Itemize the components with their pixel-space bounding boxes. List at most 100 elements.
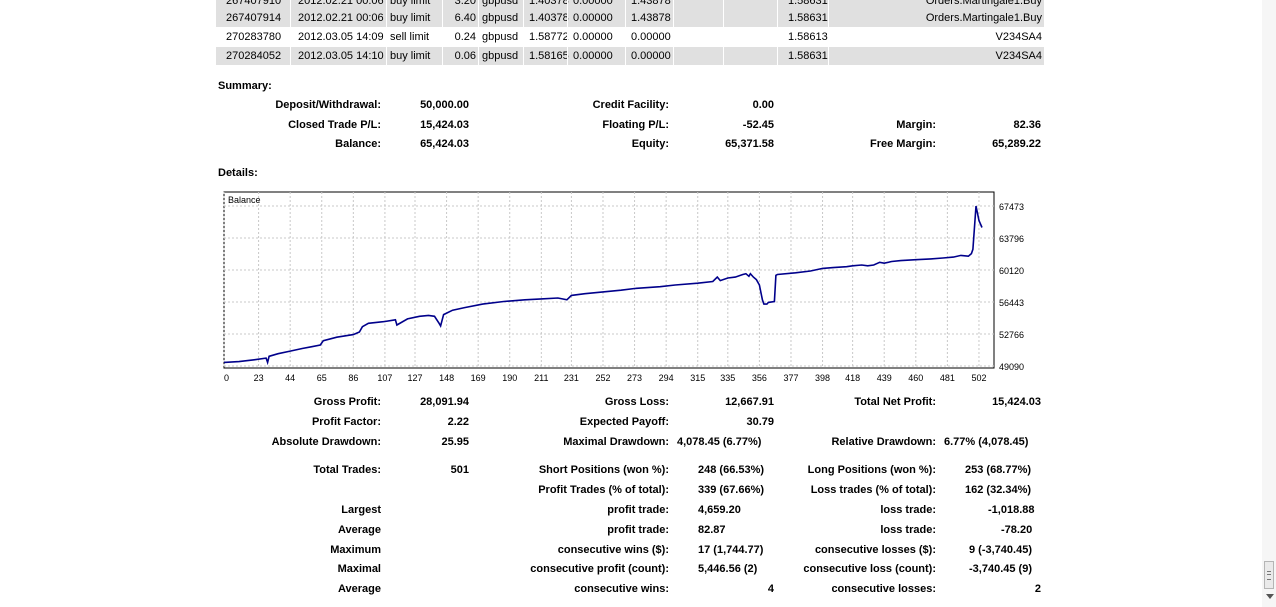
column-divider: [673, 0, 674, 66]
margin-value: 82.36: [1013, 119, 1041, 131]
floating-pl-label: Floating P/L:: [602, 119, 669, 131]
y-tick-label: 63796: [999, 234, 1024, 244]
floating-pl-value: -52.45: [742, 119, 774, 131]
order-time: 2012.03.05 14:10: [298, 50, 384, 62]
order-type: sell limit: [390, 31, 430, 43]
balance-label: Balance:: [335, 138, 381, 150]
chart-title: Balance: [228, 195, 261, 205]
y-tick-label: 67473: [999, 202, 1024, 212]
profit-trades-label: Profit Trades (% of total):: [538, 484, 669, 496]
maximal-label: Maximal: [337, 563, 381, 575]
average-profit-value: 82.87: [698, 524, 726, 536]
order-tp: 1.43878: [631, 12, 671, 24]
order-tp: 1.43878: [631, 0, 671, 7]
short-positions-value: 248 (66.53%): [698, 464, 765, 476]
absolute-drawdown-label: Absolute Drawdown:: [271, 436, 381, 448]
order-price: 1.58165: [529, 50, 569, 62]
deposit-label: Deposit/Withdrawal:: [275, 99, 381, 111]
order-tp: 0.00000: [631, 50, 671, 62]
x-tick-label: 127: [407, 373, 422, 383]
order-item: gbpusd: [482, 50, 519, 62]
order-ticket: 270284052: [226, 50, 282, 62]
column-divider: [523, 0, 524, 66]
x-tick-label: 335: [720, 373, 735, 383]
summary-heading: Summary:: [218, 80, 272, 92]
maximal-loss-label: consecutive loss (count):: [803, 563, 936, 575]
scrollbar-thumb[interactable]: [1264, 561, 1274, 589]
column-divider: [567, 0, 568, 66]
average-label: Average: [337, 524, 381, 536]
relative-drawdown-label: Relative Drawdown:: [831, 436, 936, 448]
order-size: 3.20: [454, 0, 476, 7]
closed-pl-value: 15,424.03: [420, 119, 469, 131]
credit-label: Credit Facility:: [592, 99, 669, 111]
x-tick-label: 377: [783, 373, 798, 383]
order-close-price: 1.58613: [788, 31, 828, 43]
x-tick-label: 44: [285, 373, 295, 383]
net-profit-label: Total Net Profit:: [854, 396, 936, 408]
x-tick-label: 23: [254, 373, 264, 383]
x-tick-label: 273: [627, 373, 642, 383]
order-sl: 0.00000: [573, 50, 613, 62]
credit-value: 0.00: [752, 99, 774, 111]
loss-trades-label: Loss trades (% of total):: [810, 484, 936, 496]
details-heading: Details:: [218, 167, 258, 179]
order-time: 2012.03.05 14:09: [298, 31, 384, 43]
gross-loss-value: 12,667.91: [725, 396, 774, 408]
order-sl: 0.00000: [573, 12, 613, 24]
order-ticket: 267407914: [226, 12, 282, 24]
column-divider: [625, 0, 626, 66]
order-ticket: 270283780: [226, 31, 282, 43]
max-consecutive-losses-label: consecutive losses ($):: [814, 544, 936, 556]
x-tick-label: 439: [877, 373, 892, 383]
table-row: 267407910 2012.02.21 00:06 buy limit 3.2…: [216, 0, 1044, 10]
x-tick-label: 356: [752, 373, 767, 383]
x-tick-label: 315: [690, 373, 705, 383]
order-type: buy limit: [390, 50, 431, 62]
x-tick-label: 65: [317, 373, 327, 383]
maximal-drawdown-label: Maximal Drawdown:: [563, 436, 669, 448]
order-close-price: 1.58631: [788, 50, 828, 62]
absolute-drawdown-value: 25.95: [441, 436, 469, 448]
profit-factor-label: Profit Factor:: [311, 416, 381, 428]
order-sl: 0.00000: [573, 0, 613, 7]
deposit-value: 50,000.00: [420, 99, 469, 111]
equity-value: 65,371.58: [725, 138, 774, 150]
relative-drawdown-value: 6.77% (4,078.45): [944, 436, 1029, 448]
x-tick-label: 231: [564, 373, 579, 383]
order-sl: 0.00000: [573, 31, 613, 43]
balance-series-line: [223, 205, 983, 366]
column-divider: [777, 0, 778, 66]
balance-value: 65,424.03: [420, 138, 469, 150]
y-tick-label: 49090: [999, 362, 1024, 372]
y-tick-label: 52766: [999, 330, 1024, 340]
y-tick-label: 60120: [999, 266, 1024, 276]
max-consecutive-wins-value: 17 (1,744.77): [698, 544, 764, 556]
scroll-down-arrow-icon[interactable]: [1266, 594, 1274, 599]
expected-payoff-value: 30.79: [746, 416, 774, 428]
profit-trades-value: 339 (67.66%): [698, 484, 765, 496]
largest-loss-label: loss trade:: [880, 504, 936, 516]
y-axis: 49090 52766 56443 60120 63796 67473: [999, 202, 1024, 372]
order-price: 1.58772: [529, 31, 569, 43]
order-type: buy limit: [390, 0, 431, 7]
vertical-scrollbar[interactable]: [1262, 0, 1276, 607]
order-comment: Orders.Martingale1.Buy: [925, 0, 1042, 7]
x-tick-label: 252: [595, 373, 610, 383]
x-tick-label: 294: [659, 373, 674, 383]
maximum-label: Maximum: [330, 544, 381, 556]
order-size: 0.06: [454, 50, 476, 62]
total-trades-label: Total Trades:: [313, 464, 381, 476]
short-positions-label: Short Positions (won %):: [538, 464, 669, 476]
x-axis: 0 23 44 65 86 107 127 148 169 190 211 231 252 273 294 3…: [224, 373, 986, 383]
avg-consecutive-wins-value: 4: [767, 583, 774, 595]
order-type: buy limit: [390, 12, 431, 24]
x-tick-label: 460: [908, 373, 923, 383]
order-item: gbpusd: [482, 31, 519, 43]
long-positions-value: 253 (68.77%): [965, 464, 1032, 476]
x-tick-label: 169: [471, 373, 486, 383]
order-size: 0.24: [454, 31, 476, 43]
gross-profit-value: 28,091.94: [420, 396, 469, 408]
maximal-profit-label: consecutive profit (count):: [530, 563, 669, 575]
largest-loss-value: -1,018.88: [988, 504, 1035, 516]
